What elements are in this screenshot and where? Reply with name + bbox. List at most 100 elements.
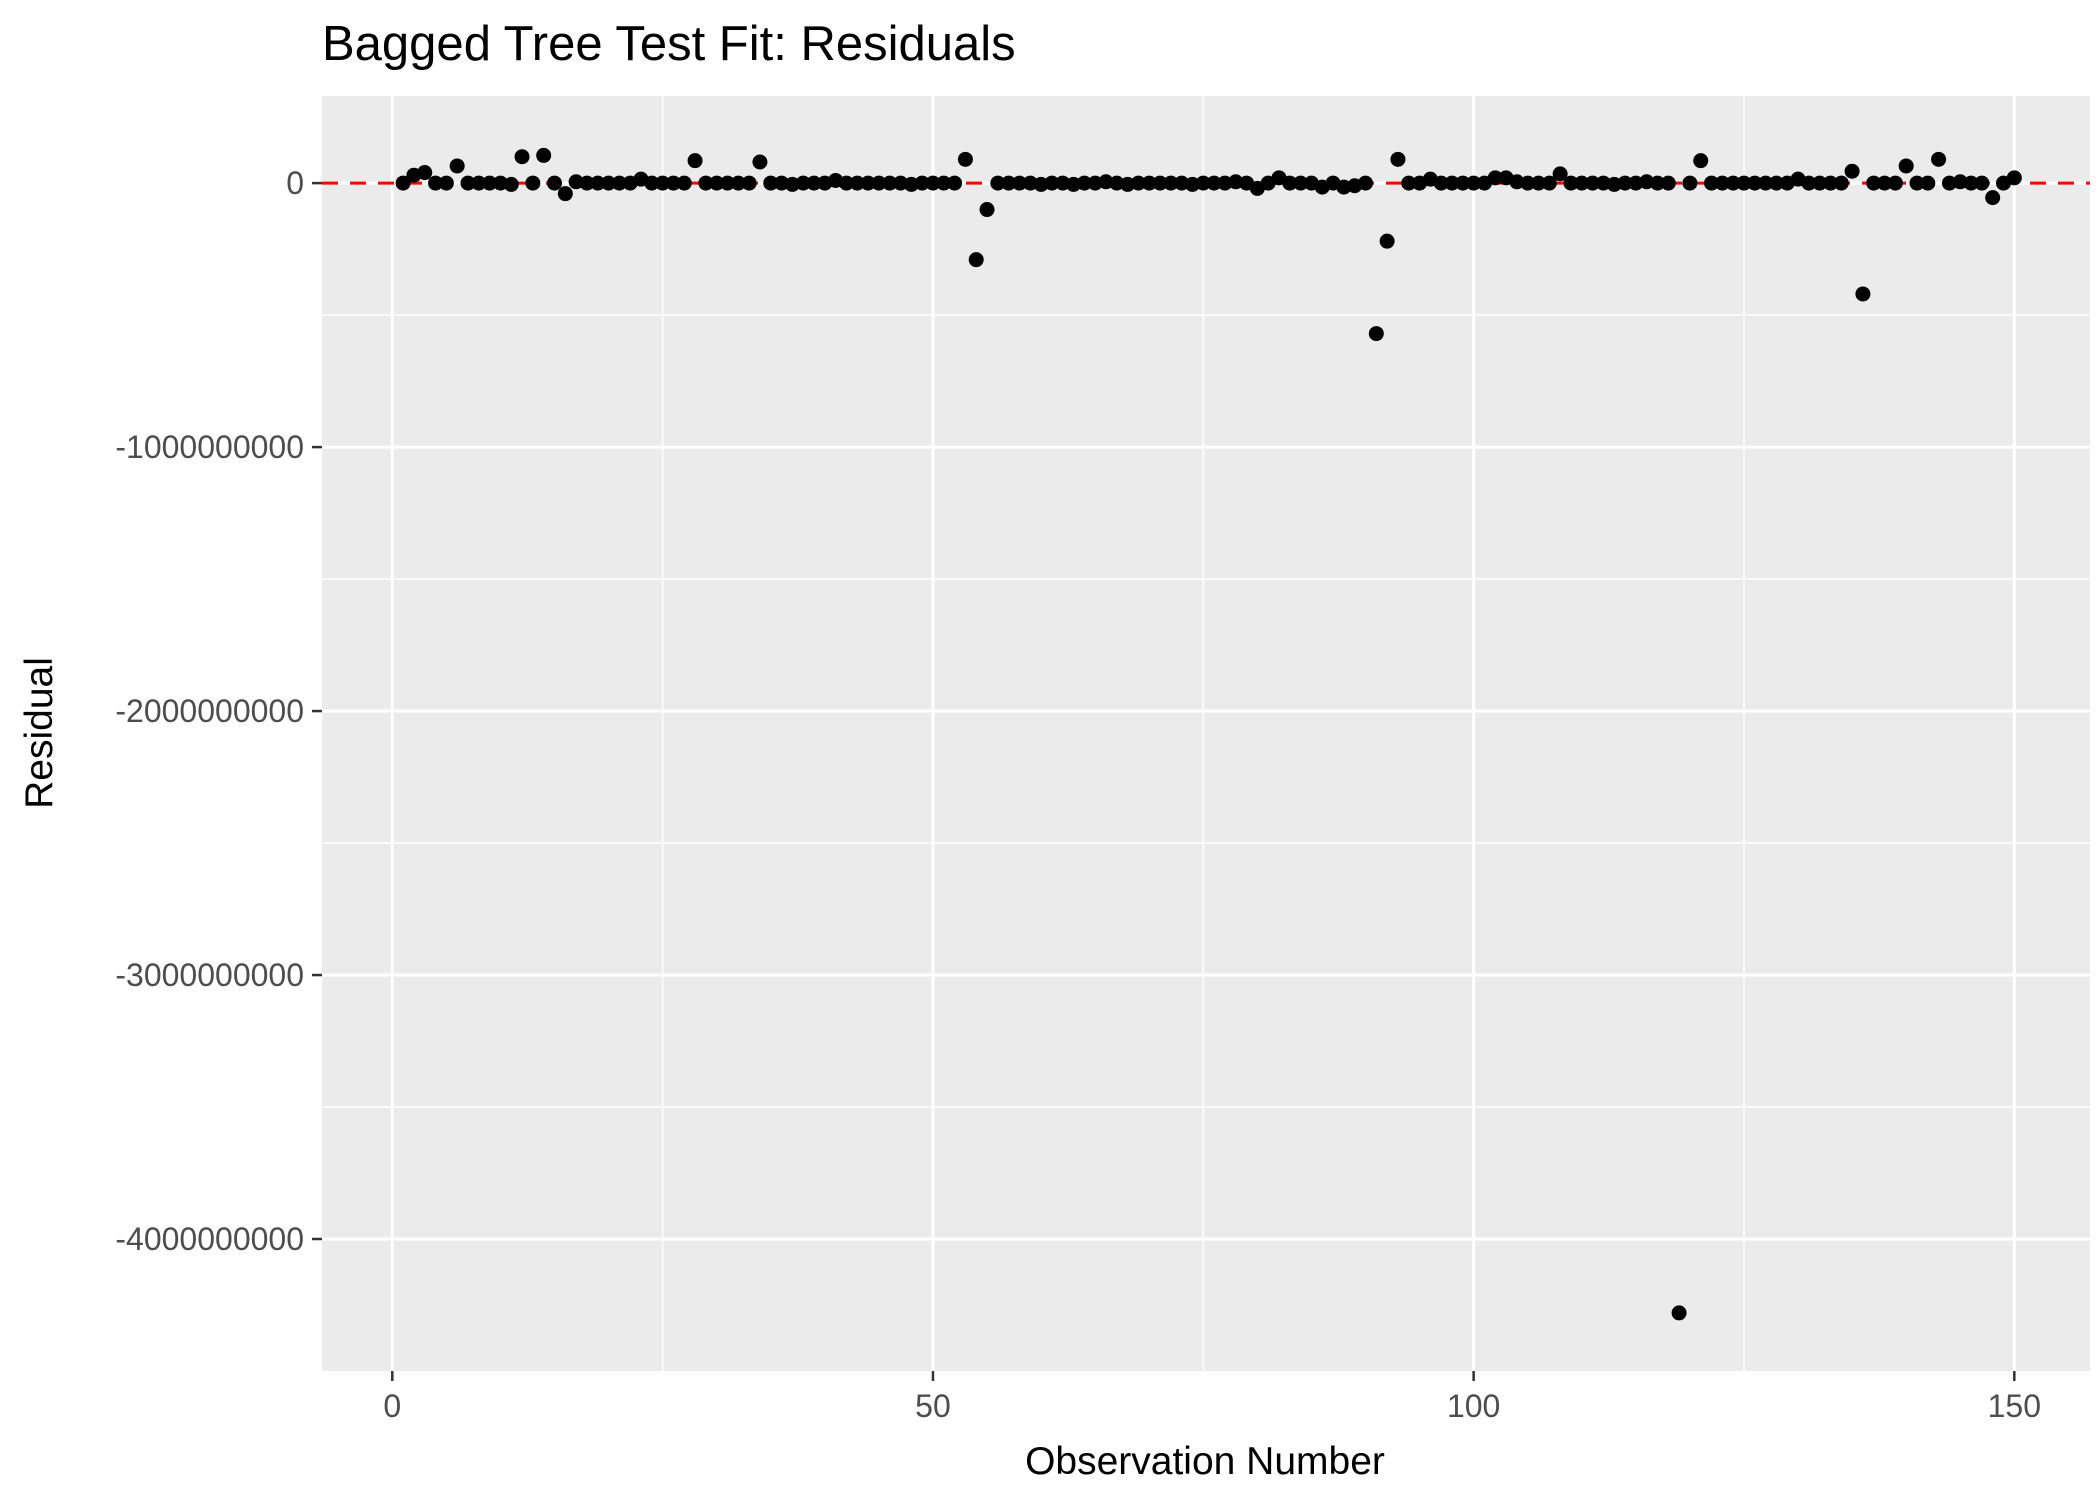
y-tick-label: 0 (286, 165, 304, 201)
data-point (1563, 175, 1579, 191)
data-point (395, 175, 411, 191)
data-point (1206, 175, 1222, 191)
data-point (1617, 175, 1633, 191)
chart-title: Bagged Tree Test Fit: Residuals (322, 17, 1016, 71)
data-point (1001, 175, 1017, 191)
x-axis-ticks: 0 50 100 150 (383, 1371, 2041, 1424)
data-point (1931, 151, 1947, 167)
data-point (1585, 175, 1601, 191)
data-point (482, 175, 498, 191)
data-point (720, 175, 736, 191)
data-point (1433, 175, 1449, 191)
data-point (1725, 175, 1741, 191)
data-point (1163, 175, 1179, 191)
major-gridlines (322, 96, 2090, 1371)
data-point (871, 175, 887, 191)
data-point (687, 153, 703, 169)
y-tick-label: -1000000000 (115, 429, 304, 465)
data-point (676, 175, 692, 191)
data-point (557, 186, 573, 202)
data-point (990, 175, 1006, 191)
data-point (1704, 175, 1720, 191)
data-point (1758, 175, 1774, 191)
data-point (1455, 175, 1471, 191)
data-point (1714, 175, 1730, 191)
data-point (1520, 175, 1536, 191)
data-point (428, 175, 444, 191)
data-point (1833, 175, 1849, 191)
data-point (838, 175, 854, 191)
y-tick-label: -4000000000 (115, 1221, 304, 1257)
data-point (730, 175, 746, 191)
plot-panel (322, 96, 2090, 1371)
data-point (471, 175, 487, 191)
data-point (709, 175, 725, 191)
data-point (957, 151, 973, 167)
data-point (417, 165, 433, 181)
data-point (698, 175, 714, 191)
data-point (1768, 175, 1784, 191)
data-point (1574, 175, 1590, 191)
data-point (1801, 175, 1817, 191)
y-axis-ticks: 0 -1000000000 -2000000000 -3000000000 -40000… (115, 165, 322, 1257)
data-point (752, 154, 768, 170)
data-point (1368, 326, 1384, 342)
data-point (1541, 175, 1557, 191)
data-point (665, 175, 681, 191)
data-point (1693, 153, 1709, 169)
data-point (1985, 190, 2001, 206)
data-point (579, 175, 595, 191)
data-point (1195, 175, 1211, 191)
data-point (590, 175, 606, 191)
data-point (1011, 175, 1027, 191)
data-point (1444, 175, 1460, 191)
data-point (611, 175, 627, 191)
data-point (1844, 163, 1860, 179)
data-point (1660, 175, 1676, 191)
data-point (1812, 175, 1828, 191)
data-point (806, 175, 822, 191)
data-point (460, 175, 476, 191)
data-point (1682, 175, 1698, 191)
x-tick-label: 0 (383, 1388, 401, 1424)
data-point (1076, 175, 1092, 191)
data-point (2006, 170, 2022, 186)
data-point (655, 175, 671, 191)
x-tick-label: 50 (915, 1388, 951, 1424)
data-point (1130, 175, 1146, 191)
data-point (1887, 175, 1903, 191)
data-point (1898, 158, 1914, 174)
x-tick-label: 100 (1447, 1388, 1500, 1424)
data-point (1141, 175, 1157, 191)
data-point (1747, 175, 1763, 191)
data-point (1866, 175, 1882, 191)
y-axis-title: Residual (18, 657, 61, 809)
data-point (936, 175, 952, 191)
data-point (1909, 175, 1925, 191)
data-point (763, 175, 779, 191)
data-point (968, 252, 984, 268)
data-point (525, 175, 541, 191)
data-point (925, 175, 941, 191)
data-point (601, 175, 617, 191)
data-point (1390, 151, 1406, 167)
data-point (795, 175, 811, 191)
data-point (1671, 1305, 1687, 1321)
data-point (546, 175, 562, 191)
data-point (1855, 286, 1871, 302)
data-point (1822, 175, 1838, 191)
data-point (1531, 175, 1547, 191)
data-point (882, 175, 898, 191)
data-point (1466, 175, 1482, 191)
data-point (1963, 175, 1979, 191)
minor-gridlines (322, 96, 2090, 1371)
data-point (1357, 175, 1373, 191)
data-point (449, 158, 465, 174)
data-point (536, 147, 552, 163)
data-points (395, 147, 2022, 1321)
data-point (849, 175, 865, 191)
data-point (1736, 175, 1752, 191)
data-point (741, 175, 757, 191)
data-point (1152, 175, 1168, 191)
